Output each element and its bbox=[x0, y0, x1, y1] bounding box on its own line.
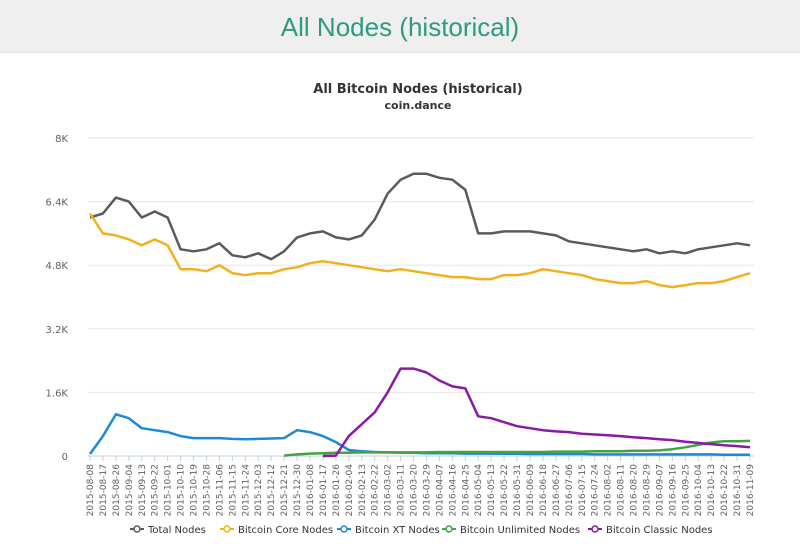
series-lines bbox=[88, 172, 751, 458]
page-title: All Nodes (historical) bbox=[280, 12, 520, 42]
y-tick-label: 6.4K bbox=[46, 198, 69, 209]
x-tick-label: 2016-08-20 bbox=[630, 464, 640, 517]
x-tick-label: 2016-05-22 bbox=[500, 464, 510, 516]
series-line-bitcoin-classic-nodes[interactable] bbox=[322, 367, 751, 458]
x-tick-label: 2016-05-31 bbox=[513, 464, 523, 516]
chart-panel: All Bitcoin Nodes (historical) coin.danc… bbox=[0, 53, 800, 549]
y-axis: 0 1.6K 3.2K 4.8K 6.4K 8K bbox=[46, 134, 69, 463]
x-tick-label: 2016-02-04 bbox=[345, 464, 355, 517]
x-tick-label: 2015-12-30 bbox=[293, 464, 303, 517]
x-tick-label: 2016-09-07 bbox=[655, 464, 665, 516]
x-tick-label: 2016-10-31 bbox=[733, 464, 743, 516]
x-tick-label: 2015-09-04 bbox=[125, 464, 135, 517]
x-tick-label: 2016-04-16 bbox=[448, 464, 458, 517]
x-tick-label: 2016-10-04 bbox=[694, 464, 704, 517]
x-tick-label: 2016-01-26 bbox=[332, 464, 342, 517]
chart-svg: All Bitcoin Nodes (historical) coin.danc… bbox=[46, 82, 756, 536]
x-tick-label: 2016-10-13 bbox=[707, 464, 717, 516]
x-tick-label: 2016-08-02 bbox=[604, 464, 614, 516]
x-tick-label: 2016-08-29 bbox=[642, 464, 652, 517]
x-tick-label: 2016-05-13 bbox=[487, 464, 497, 516]
legend-label: Total Nodes bbox=[147, 525, 206, 536]
series-line-bitcoin-unlimited-nodes[interactable] bbox=[283, 439, 751, 457]
legend-item[interactable]: Total Nodes bbox=[130, 525, 206, 536]
legend-item[interactable]: Bitcoin XT Nodes bbox=[337, 525, 440, 536]
x-tick-label: 2015-10-19 bbox=[190, 464, 200, 517]
x-tick-label: 2016-06-18 bbox=[539, 464, 549, 517]
y-tick-label: 4.8K bbox=[46, 261, 69, 272]
y-tick-label: 3.2K bbox=[46, 325, 69, 336]
x-tick-label: 2015-08-17 bbox=[99, 464, 109, 516]
legend-marker-icon bbox=[445, 525, 453, 533]
y-tick-label: 0 bbox=[62, 452, 68, 463]
x-tick-label: 2016-10-22 bbox=[720, 464, 730, 516]
legend-item[interactable]: Bitcoin Core Nodes bbox=[220, 525, 333, 536]
legend-marker-icon bbox=[223, 525, 231, 533]
legend-marker-icon bbox=[591, 525, 599, 533]
x-tick-label: 2015-10-28 bbox=[202, 464, 212, 517]
x-tick-label: 2016-06-27 bbox=[552, 464, 562, 516]
x-tick-label: 2015-12-12 bbox=[267, 464, 277, 516]
x-tick-label: 2015-10-10 bbox=[177, 464, 187, 517]
x-tick-label: 2016-03-11 bbox=[397, 464, 407, 516]
x-tick-label: 2015-08-08 bbox=[86, 464, 96, 517]
chart-subtitle: coin.dance bbox=[385, 99, 452, 112]
x-tick-label: 2015-08-26 bbox=[112, 464, 122, 517]
legend: Total Nodes Bitcoin Core Nodes Bitcoin XT … bbox=[130, 525, 713, 536]
legend-marker-icon bbox=[133, 525, 141, 533]
x-tick-label: 2015-12-03 bbox=[254, 464, 264, 516]
legend-label: Bitcoin XT Nodes bbox=[355, 525, 440, 536]
legend-label: Bitcoin Classic Nodes bbox=[606, 525, 713, 536]
x-tick-label: 2016-07-06 bbox=[565, 464, 575, 517]
x-tick-label: 2016-03-02 bbox=[384, 464, 394, 516]
x-tick-label: 2016-04-07 bbox=[435, 464, 445, 516]
series-line-bitcoin-xt-nodes[interactable] bbox=[88, 413, 750, 457]
x-tick-label: 2016-02-22 bbox=[371, 464, 381, 516]
series-line-bitcoin-core-nodes[interactable] bbox=[88, 212, 751, 289]
x-tick-label: 2016-07-15 bbox=[578, 464, 588, 516]
x-tick-label: 2016-02-13 bbox=[358, 464, 368, 516]
legend-marker-icon bbox=[340, 525, 348, 533]
x-tick-label: 2016-03-20 bbox=[410, 464, 420, 517]
page-header: All Nodes (historical) bbox=[0, 0, 800, 53]
x-tick-label: 2015-10-01 bbox=[164, 464, 174, 516]
legend-item[interactable]: Bitcoin Classic Nodes bbox=[588, 525, 713, 536]
x-axis: 2015-08-08 2015-08-17 2015-08-26 2015-09-04… bbox=[86, 456, 756, 516]
x-tick-label: 2015-09-22 bbox=[151, 464, 161, 516]
legend-label: Bitcoin Unlimited Nodes bbox=[460, 525, 580, 536]
x-tick-label: 2016-07-24 bbox=[591, 464, 601, 517]
x-tick-label: 2016-01-08 bbox=[306, 464, 316, 517]
x-tick-label: 2016-09-16 bbox=[668, 464, 678, 517]
x-tick-label: 2016-08-11 bbox=[617, 464, 627, 516]
x-tick-label: 2015-11-06 bbox=[215, 464, 225, 517]
y-tick-label: 8K bbox=[55, 134, 68, 145]
x-tick-label: 2016-04-25 bbox=[461, 464, 471, 516]
x-tick-label: 2015-11-15 bbox=[228, 464, 238, 516]
chart-title: All Bitcoin Nodes (historical) bbox=[313, 82, 522, 97]
x-tick-label: 2016-09-25 bbox=[681, 464, 691, 516]
x-tick-label: 2016-01-17 bbox=[319, 464, 329, 516]
x-tick-label: 2016-06-09 bbox=[526, 464, 536, 517]
x-tick-label: 2015-09-13 bbox=[138, 464, 148, 516]
x-tick-label: 2016-05-04 bbox=[474, 464, 484, 517]
x-tick-label: 2016-11-09 bbox=[746, 464, 756, 517]
grid-lines bbox=[88, 137, 754, 457]
x-tick-label: 2015-11-24 bbox=[241, 464, 251, 517]
legend-label: Bitcoin Core Nodes bbox=[238, 525, 333, 536]
x-tick-label: 2016-03-29 bbox=[422, 464, 432, 517]
y-tick-label: 1.6K bbox=[46, 388, 69, 399]
series-line-total-nodes[interactable] bbox=[89, 172, 751, 261]
x-tick-label: 2015-12-21 bbox=[280, 464, 290, 516]
legend-item[interactable]: Bitcoin Unlimited Nodes bbox=[442, 525, 580, 536]
